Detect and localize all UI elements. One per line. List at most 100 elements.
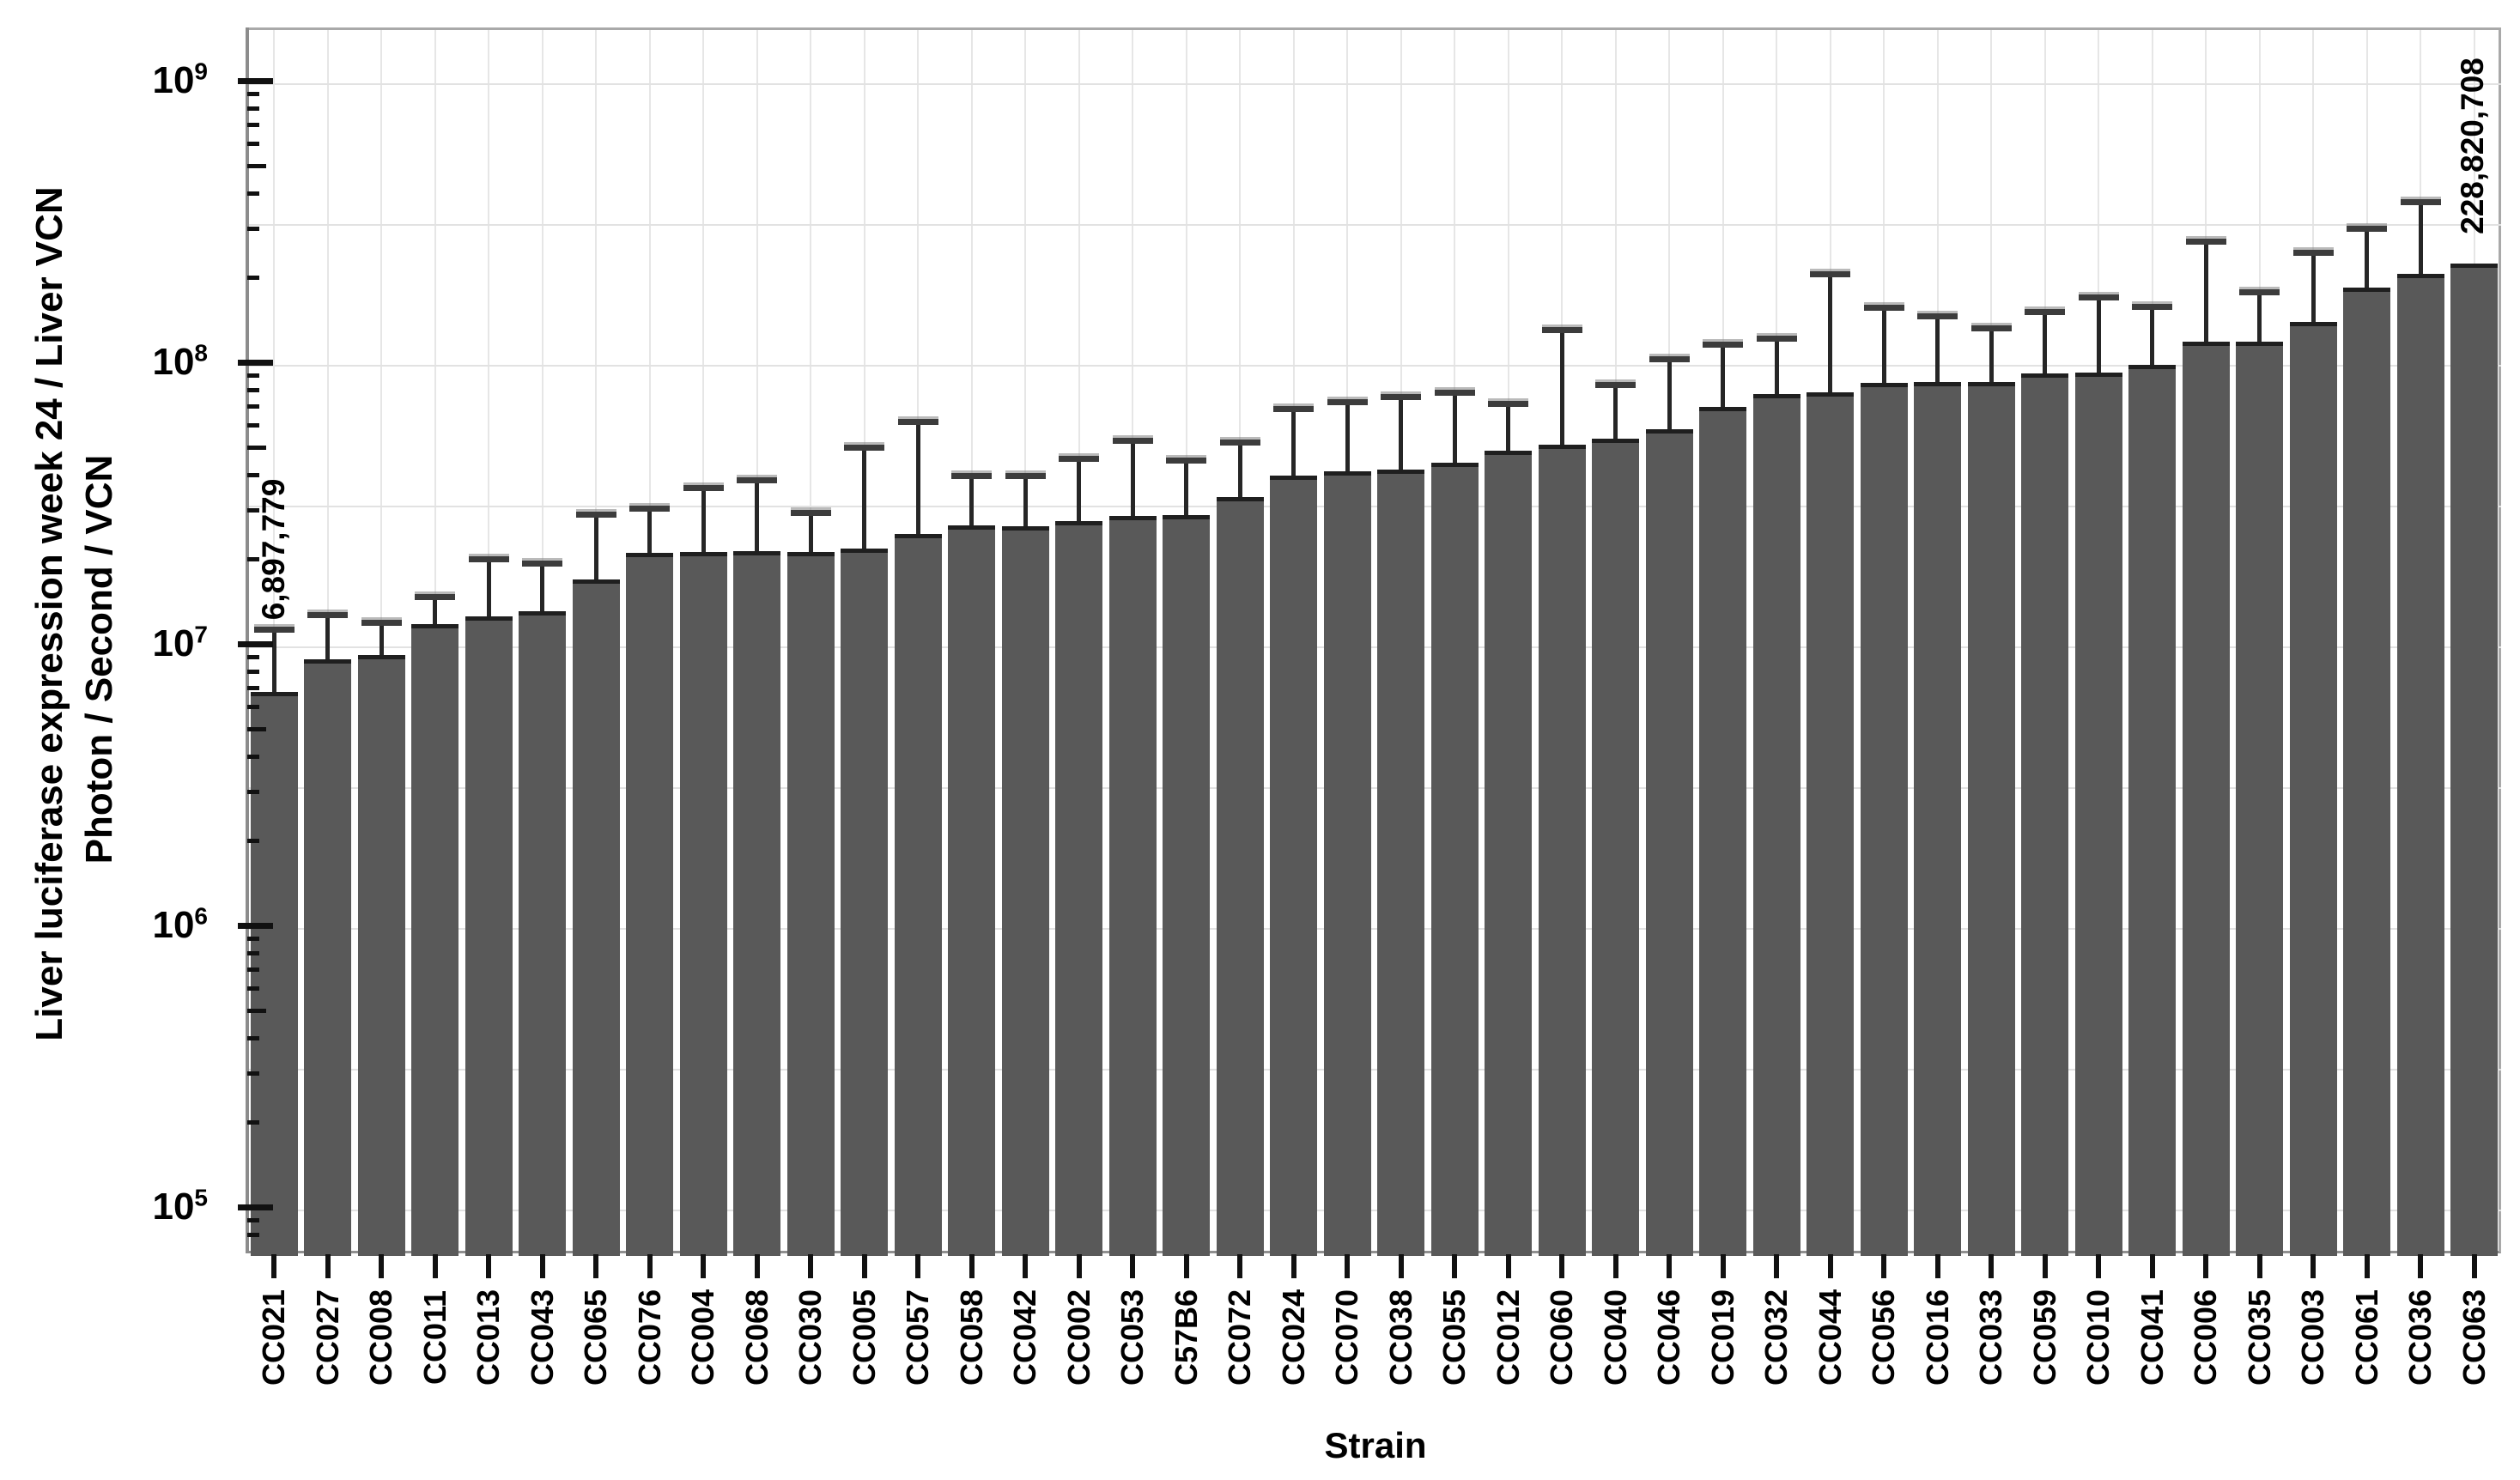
errorbar-cap-CC032 (1756, 336, 1797, 343)
x-category-label-CC006: CC006 (2188, 1289, 2224, 1386)
horizontal-gridline (247, 506, 2501, 507)
x-tick-CC076 (647, 1254, 653, 1278)
errorbar-whisker-CC061 (2365, 228, 2370, 288)
y-tick-minor-7e8 (247, 122, 259, 127)
x-category-label-CC043: CC043 (524, 1289, 560, 1386)
x-tick-CC005 (861, 1254, 867, 1278)
y-axis-title-line1: Liver luciferase expression week 24 / Li… (28, 186, 70, 1041)
x-category-label-CC011: CC011 (416, 1289, 452, 1386)
y-tick-minor-6e7 (247, 422, 259, 428)
bar-CC024 (1270, 475, 1318, 1256)
y-tick-label-1e6: 106 (152, 902, 208, 946)
x-tick-CC041 (2149, 1254, 2155, 1278)
errorbar-whisker-CC021 (271, 629, 276, 692)
y-tick-label-1e5: 105 (152, 1184, 208, 1228)
bar-CC057 (894, 534, 942, 1256)
errorbar-whisker-CC059 (2043, 311, 2048, 374)
x-category-label-CC055: CC055 (1436, 1289, 1473, 1386)
bar-CC021 (250, 691, 298, 1256)
y-tick-major-1e5 (238, 1204, 273, 1210)
y-tick-minor-7e6 (247, 685, 259, 690)
errorbar-cap-CC060 (1541, 327, 1582, 334)
errorbar-whisker-CC032 (1774, 338, 1779, 395)
bar-CC008 (357, 655, 405, 1256)
last-bar-value-annotation: 228,820,708 (2455, 58, 2490, 234)
y-tick-major-1e6 (238, 923, 273, 929)
x-category-label-CC021: CC021 (256, 1289, 292, 1386)
errorbar-cap-CC053 (1112, 437, 1153, 444)
y-tick-minor-9e7 (247, 373, 259, 378)
horizontal-gridline (247, 365, 2501, 367)
errorbar-cap-CC005 (844, 444, 885, 451)
x-category-label-CC060: CC060 (1544, 1289, 1580, 1386)
x-tick-CC035 (2256, 1254, 2262, 1278)
errorbar-cap-CC033 (1970, 325, 2012, 332)
x-axis-title: Strain (1324, 1425, 1427, 1465)
x-category-label-CC059: CC059 (2026, 1289, 2062, 1386)
x-category-label-CC019: CC019 (1704, 1289, 1740, 1386)
y-tick-major-1e9 (238, 78, 273, 84)
x-category-label-C57B6: C57B6 (1168, 1289, 1204, 1386)
bar-CC046 (1645, 429, 1693, 1256)
x-tick-CC030 (808, 1254, 814, 1278)
x-tick-CC038 (1398, 1254, 1404, 1278)
errorbar-cap-CC002 (1059, 456, 1100, 463)
bar-CC030 (786, 551, 835, 1256)
bar-CC070 (1323, 471, 1371, 1256)
errorbar-cap-CC061 (2347, 226, 2388, 233)
x-category-label-CC057: CC057 (900, 1289, 936, 1386)
bar-CC056 (1860, 383, 1908, 1256)
x-category-label-CC027: CC027 (309, 1289, 345, 1386)
errorbar-cap-CC003 (2292, 250, 2334, 257)
errorbar-cap-CC056 (1863, 305, 1904, 312)
bar-CC016 (1914, 381, 1962, 1256)
x-tick-CC058 (969, 1254, 975, 1278)
x-category-label-CC010: CC010 (2080, 1289, 2116, 1386)
errorbar-whisker-CC019 (1721, 344, 1726, 407)
x-tick-CC065 (593, 1254, 599, 1278)
errorbar-cap-CC012 (1488, 400, 1529, 407)
bar-CC076 (626, 552, 674, 1256)
y-tick-minor-8e7 (247, 387, 259, 392)
bar-CC063 (2450, 264, 2499, 1256)
errorbar-cap-CC004 (683, 485, 724, 492)
horizontal-gridline (247, 1210, 2501, 1211)
bar-CC061 (2343, 288, 2391, 1256)
errorbar-cap-CC016 (1917, 313, 1958, 320)
x-tick-CC072 (1237, 1254, 1243, 1278)
errorbar-cap-CC076 (629, 505, 671, 512)
y-tick-minor-2e6 (247, 839, 259, 844)
errorbar-whisker-CC033 (1989, 328, 1994, 382)
bar-CC003 (2289, 322, 2337, 1256)
bar-CC043 (519, 611, 567, 1256)
x-category-label-CC063: CC063 (2456, 1289, 2492, 1386)
x-category-label-CC068: CC068 (738, 1289, 774, 1386)
y-tick-label-1e9: 109 (152, 58, 208, 101)
x-category-label-CC076: CC076 (631, 1289, 667, 1386)
bar-CC027 (304, 659, 352, 1256)
x-tick-CC057 (915, 1254, 921, 1278)
errorbar-cap-CC043 (522, 560, 563, 567)
x-tick-CC042 (1023, 1254, 1029, 1278)
bar-CC058 (948, 525, 996, 1256)
y-tick-minor-2e8 (247, 276, 259, 281)
x-category-label-CC046: CC046 (1651, 1289, 1687, 1386)
y-tick-minor-3e5 (247, 1071, 259, 1076)
x-category-label-CC013: CC013 (471, 1289, 507, 1386)
y-axis-spine (246, 27, 249, 1253)
y-tick-minor-6e5 (247, 986, 259, 991)
y-tick-minor-5e7 (247, 445, 266, 450)
bar-C57B6 (1163, 515, 1211, 1256)
y-tick-minor-4e8 (247, 191, 259, 196)
horizontal-gridline (247, 224, 2501, 226)
bar-CC072 (1216, 496, 1264, 1256)
errorbar-cap-CC013 (468, 555, 509, 562)
x-category-label-CC035: CC035 (2241, 1289, 2277, 1386)
x-category-label-CC003: CC003 (2295, 1289, 2331, 1386)
bar-CC006 (2182, 341, 2230, 1256)
errorbar-whisker-CC076 (647, 507, 653, 553)
bar-CC060 (1538, 445, 1586, 1256)
bar-CC033 (1967, 381, 2015, 1256)
bar-CC032 (1752, 394, 1800, 1256)
